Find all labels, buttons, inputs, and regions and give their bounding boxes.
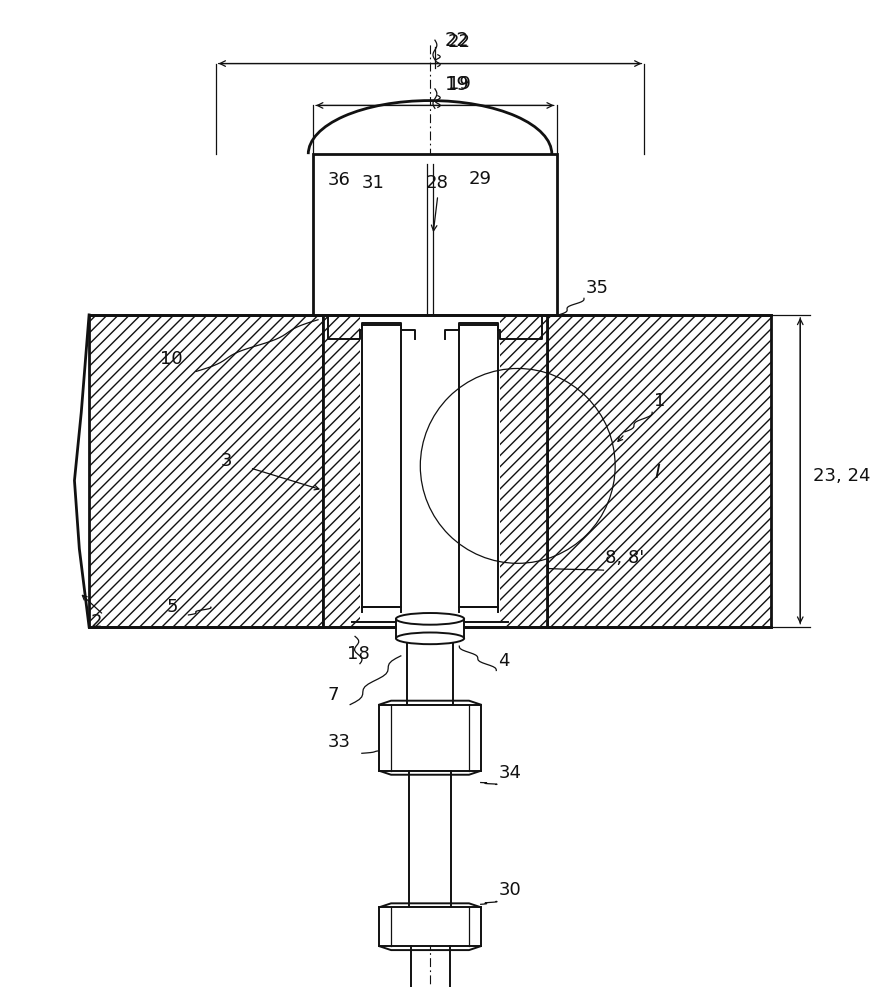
Bar: [407, 627, 453, 705]
Text: 2: 2: [91, 613, 103, 631]
Text: 22: 22: [444, 31, 469, 50]
Text: 4: 4: [498, 652, 509, 670]
Text: 8, 8': 8, 8': [605, 549, 644, 567]
Bar: [379, 705, 480, 771]
Bar: [500, 315, 546, 627]
Bar: [322, 315, 546, 627]
Bar: [395, 619, 464, 638]
Bar: [546, 315, 770, 627]
Text: 30: 30: [498, 881, 521, 899]
Text: 34: 34: [498, 764, 521, 782]
Text: 33: 33: [327, 733, 350, 751]
Bar: [546, 315, 770, 627]
Text: 36: 36: [327, 171, 350, 189]
Bar: [313, 154, 556, 315]
Text: 31: 31: [362, 174, 385, 192]
Bar: [362, 325, 400, 607]
Text: 3: 3: [220, 452, 232, 470]
Text: 35: 35: [586, 279, 608, 297]
Text: 28: 28: [425, 174, 448, 192]
Text: 19: 19: [444, 75, 469, 94]
Text: 22: 22: [447, 33, 470, 51]
Bar: [379, 907, 480, 946]
Bar: [89, 315, 322, 627]
Bar: [458, 325, 498, 607]
Text: 23, 24: 23, 24: [812, 467, 869, 485]
Text: I: I: [653, 463, 659, 482]
Text: 18: 18: [347, 645, 370, 663]
Text: 10: 10: [160, 350, 183, 368]
Bar: [89, 315, 322, 627]
Bar: [408, 771, 451, 907]
Ellipse shape: [395, 613, 464, 625]
Text: 19: 19: [447, 75, 470, 93]
Text: 29: 29: [469, 170, 492, 188]
Text: 1: 1: [653, 392, 665, 410]
Text: 7: 7: [327, 686, 339, 704]
Ellipse shape: [395, 632, 464, 644]
Text: 5: 5: [167, 598, 178, 616]
Bar: [322, 315, 359, 627]
